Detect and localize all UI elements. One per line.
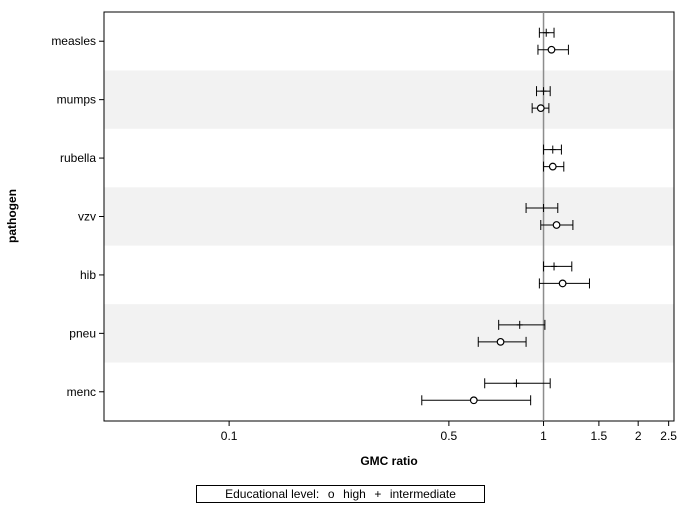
ci-high-hib	[538, 278, 590, 289]
point-high-measles	[547, 45, 556, 54]
x-tick-label-0.1: 0.1	[221, 429, 238, 443]
y-tick-label-measles: measles	[51, 34, 96, 48]
y-tick-label-vzv: vzv	[78, 210, 96, 224]
legend: Educational level: o high + intermediate	[196, 485, 485, 503]
point-intermediate-mumps	[540, 87, 547, 96]
point-intermediate-menc	[513, 379, 520, 388]
row-band-rubella	[104, 128, 674, 188]
row-band-pneu	[104, 304, 674, 363]
legend-label-intermediate: intermediate	[389, 487, 456, 501]
ci-intermediate-pneu	[498, 319, 546, 330]
legend-circle-marker: o	[327, 487, 335, 501]
y-tick-label-pneu: pneu	[69, 326, 96, 340]
legend-title: Educational level:	[225, 487, 320, 501]
row-band-mumps	[104, 70, 674, 129]
ci-high-mumps	[531, 103, 550, 114]
x-axis: 0.1 0.5 1 1.5 2 2.5	[221, 421, 677, 443]
y-axis: measles mumps rubella vzv hib pneu menc	[51, 34, 104, 399]
ci-intermediate-menc	[484, 378, 551, 389]
point-high-menc	[469, 396, 478, 405]
x-tick-label-0.5: 0.5	[441, 429, 458, 443]
ci-high-menc	[421, 395, 532, 406]
point-intermediate-hib	[551, 262, 558, 271]
ci-intermediate-mumps	[536, 86, 551, 97]
x-tick-label-1: 1	[540, 429, 547, 443]
y-tick-label-rubella: rubella	[60, 151, 96, 165]
ci-high-vzv	[540, 220, 574, 230]
x-axis-title: GMC ratio	[360, 454, 417, 468]
point-high-rubella	[548, 162, 557, 171]
x-tick-label-1.5: 1.5	[591, 429, 608, 443]
row-band-hib	[104, 245, 674, 305]
row-bands	[104, 12, 674, 421]
ci-high-measles	[537, 44, 569, 55]
x-tick-label-2: 2	[635, 429, 642, 443]
row-band-vzv	[104, 187, 674, 246]
point-intermediate-pneu	[516, 320, 523, 329]
ci-intermediate-measles	[538, 27, 555, 38]
point-intermediate-vzv	[540, 204, 547, 212]
y-axis-title: pathogen	[5, 189, 19, 243]
y-tick-label-menc: menc	[67, 385, 96, 399]
ci-intermediate-hib	[543, 261, 573, 272]
y-tick-label-mumps: mumps	[57, 93, 96, 107]
y-tick-label-hib: hib	[80, 268, 96, 282]
legend-plus-marker: +	[374, 487, 382, 501]
ci-marks	[421, 27, 590, 406]
point-high-hib	[558, 279, 567, 288]
ci-intermediate-rubella	[543, 144, 562, 155]
ci-high-pneu	[477, 336, 527, 347]
point-intermediate-rubella	[549, 145, 556, 154]
row-band-measles	[104, 12, 674, 71]
row-band-menc	[104, 362, 674, 421]
point-high-pneu	[496, 337, 505, 346]
ci-intermediate-vzv	[525, 203, 559, 213]
point-high-vzv	[552, 221, 561, 229]
point-intermediate-measles	[543, 28, 550, 37]
ci-high-rubella	[543, 161, 565, 172]
x-tick-label-2.5: 2.5	[660, 429, 677, 443]
legend-label-high: high	[343, 487, 366, 501]
point-high-mumps	[536, 104, 545, 113]
forest-plot: 0.1 0.5 1 1.5 2 2.5 measles mumps rubella vzv hib…	[5, 11, 677, 468]
